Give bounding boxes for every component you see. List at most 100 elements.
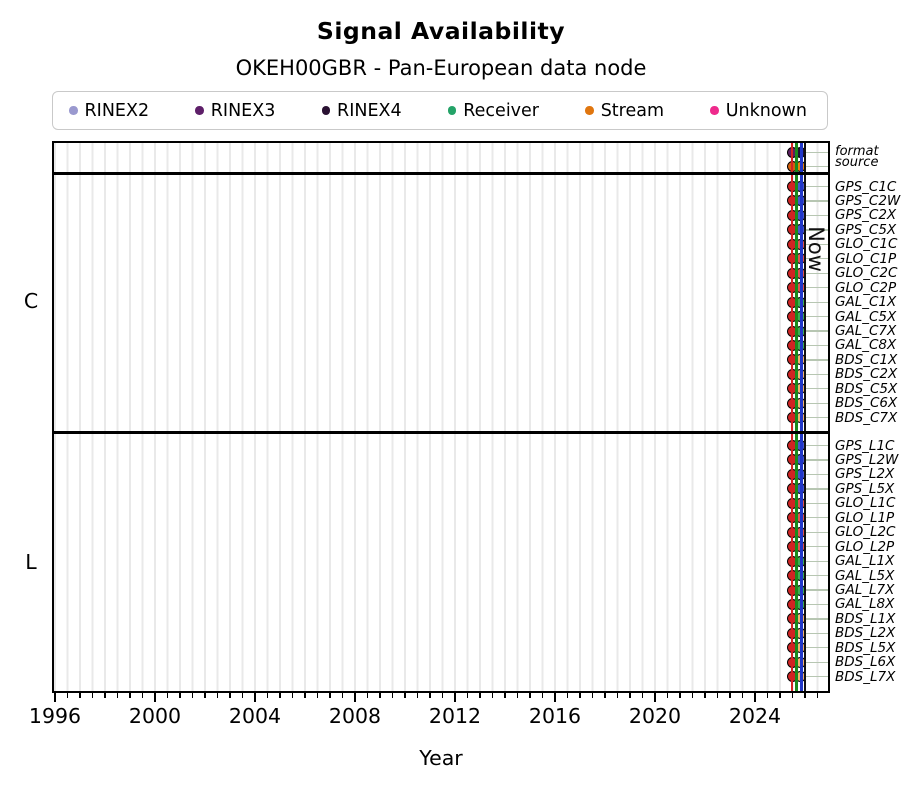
x-tick-minor [104, 693, 106, 698]
row-label: GLO_C2C [835, 265, 898, 282]
x-tick-minor [91, 693, 94, 698]
row-label: BDS_C7X [835, 409, 898, 426]
x-tick-major [754, 693, 756, 702]
legend-item: Unknown [710, 101, 807, 121]
row-label: GPS_L2X [835, 466, 895, 483]
x-tick-minor [791, 693, 794, 698]
row-label: BDS_L1X [835, 610, 896, 627]
legend-item: RINEX2 [69, 101, 149, 121]
x-tick-minor [616, 693, 619, 698]
x-tick-minor [141, 693, 144, 698]
signal-row-line [789, 574, 830, 577]
signal-row-line [789, 560, 830, 562]
row-label: GAL_L8X [835, 596, 895, 613]
row-label: GAL_L7X [835, 582, 895, 598]
row-label: BDS_C2X [835, 366, 898, 383]
row-label: BDS_C1X [835, 351, 898, 368]
x-tick-minor [566, 693, 569, 698]
row-label: GAL_L1X [835, 553, 895, 570]
signal-row-line [789, 200, 830, 202]
signal-row-line [789, 344, 830, 347]
row-label: BDS_L7X [835, 668, 896, 685]
row-label: GPS_C5X [835, 221, 897, 238]
x-tick-minor [816, 693, 819, 698]
receiver-legend-dot-icon [447, 106, 457, 115]
signal-row-line [789, 359, 830, 361]
row-label: BDS_L5X [835, 639, 896, 656]
signal-row-line [789, 444, 830, 447]
rinex3-legend-dot-icon [195, 106, 204, 115]
x-tick-minor [679, 693, 681, 698]
signal-row-line [789, 229, 830, 231]
row-label: GLO_C1C [835, 236, 898, 253]
legend: RINEX2 RINEX3 RINEX4 Receiver Stream Unknown [52, 91, 828, 130]
legend-item: RINEX3 [195, 101, 275, 121]
signal-row-line [789, 330, 830, 332]
row-label: GLO_L2C [835, 524, 896, 541]
x-axis-title: Year [419, 746, 463, 770]
x-tick-minor [741, 693, 744, 698]
x-tick-minor [604, 693, 606, 698]
x-tick-minor [191, 693, 194, 698]
stream-legend-dot-icon [585, 106, 594, 115]
x-tick-major [254, 693, 256, 702]
signal-row-line [789, 315, 830, 318]
row-label: GAL_C7X [835, 323, 897, 339]
row-label: BDS_C5X [835, 380, 898, 397]
x-tick-minor [329, 693, 331, 698]
x-tick-minor [591, 693, 594, 698]
signal-row-line [789, 272, 830, 274]
row-label: BDS_L2X [835, 625, 896, 642]
x-tick-label: 2012 [428, 704, 482, 728]
row-label: BDS_L6X [835, 654, 896, 671]
x-tick-minor [516, 693, 519, 698]
rinex2-legend-dot-icon [69, 106, 78, 115]
signal-row-line [789, 301, 830, 303]
signal-row-line [789, 402, 830, 404]
signal-row-line [789, 488, 830, 490]
now-line [803, 141, 807, 693]
x-tick-minor [766, 693, 769, 698]
x-tick-major [654, 693, 656, 702]
row-label: GLO_C2P [835, 279, 897, 296]
x-tick-minor [304, 693, 306, 698]
blue-vline [800, 141, 803, 693]
x-tick-minor [491, 693, 494, 698]
x-tick-label: 2024 [728, 704, 782, 728]
row-label: GLO_L1P [835, 509, 895, 526]
x-tick-minor [229, 693, 231, 698]
legend-item-label: Unknown [725, 100, 807, 121]
x-tick-minor [716, 693, 719, 698]
row-label: GLO_C1P [835, 250, 897, 267]
signal-row-line [789, 618, 830, 620]
x-tick-minor [404, 693, 406, 698]
x-tick-label: 2000 [128, 704, 182, 728]
signal-row-line [789, 459, 830, 461]
signal-row-line [789, 632, 830, 635]
signal-row-line [789, 647, 830, 649]
signal-row-line [789, 517, 830, 519]
signal-row-line [789, 546, 830, 548]
legend-item: Stream [585, 101, 664, 121]
x-tick-minor [541, 693, 544, 698]
x-tick-minor [279, 693, 281, 698]
x-tick-minor [779, 693, 781, 698]
signal-row-line [789, 214, 830, 217]
now-annotation: Now [804, 226, 828, 272]
row-label: GAL_L5X [835, 567, 895, 584]
x-tick-minor [79, 693, 81, 698]
row-label: GLO_L2P [835, 538, 895, 555]
x-tick-minor [441, 693, 444, 698]
x-tick-minor [504, 693, 506, 698]
legend-item-label: RINEX3 [210, 100, 276, 121]
legend-item-label: Receiver [463, 100, 540, 121]
section-separator [52, 172, 830, 175]
x-tick-minor [629, 693, 631, 698]
signal-row-line [789, 603, 830, 606]
row-label: GPS_L2W [835, 451, 899, 468]
x-tick-minor [379, 693, 381, 698]
row-label: GPS_C1C [835, 178, 897, 195]
legend-item-label: RINEX2 [84, 100, 150, 121]
unknown-legend-dot-icon [710, 106, 719, 115]
signal-row-line [789, 243, 830, 245]
